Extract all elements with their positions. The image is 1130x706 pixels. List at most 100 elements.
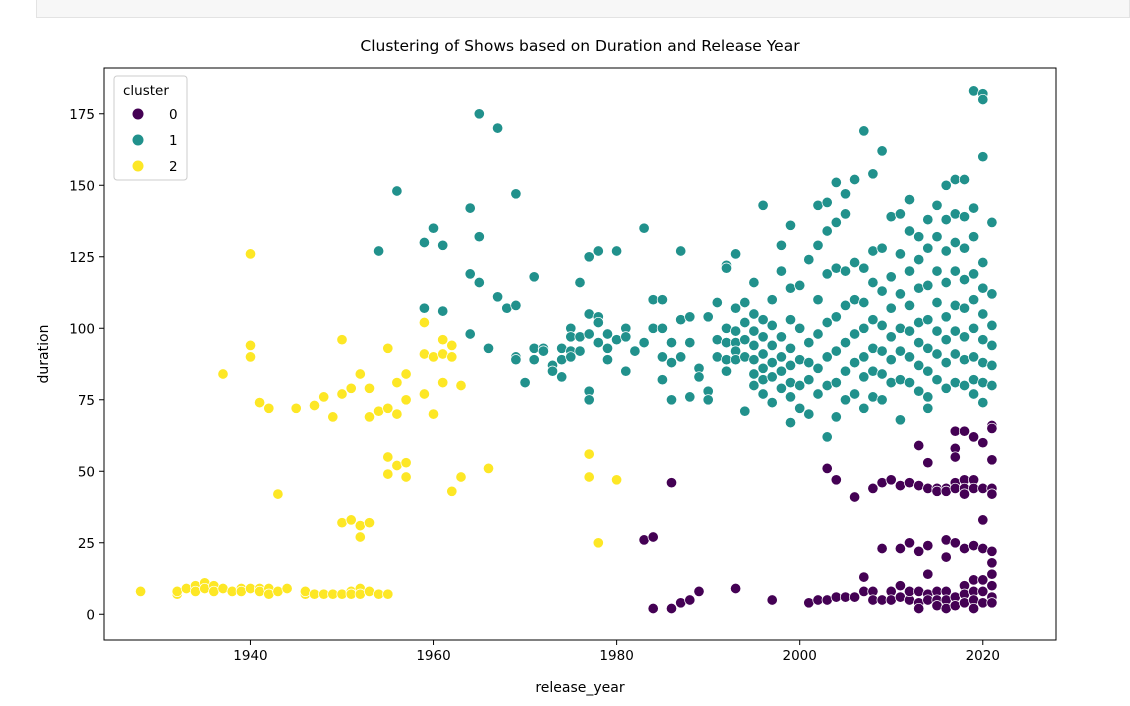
point-cluster-1	[940, 357, 952, 369]
point-cluster-1	[830, 377, 842, 389]
point-cluster-1	[931, 199, 943, 211]
point-cluster-2	[373, 588, 385, 600]
point-cluster-1	[812, 239, 824, 251]
point-cluster-1	[601, 342, 614, 354]
point-cluster-0	[730, 582, 742, 595]
point-cluster-1	[986, 379, 998, 392]
point-cluster-1	[427, 222, 440, 234]
point-cluster-0	[922, 457, 934, 469]
point-cluster-1	[757, 388, 769, 400]
point-cluster-1	[830, 345, 842, 357]
point-cluster-2	[217, 368, 229, 380]
point-cluster-1	[839, 208, 852, 220]
point-cluster-0	[977, 574, 989, 586]
point-cluster-1	[711, 334, 723, 346]
point-cluster-1	[638, 337, 650, 349]
point-cluster-1	[784, 377, 797, 389]
point-cluster-1	[821, 225, 833, 237]
point-cluster-1	[803, 408, 815, 420]
point-cluster-2	[308, 399, 321, 412]
point-cluster-1	[839, 365, 852, 377]
y-tick-label: 175	[69, 107, 95, 123]
y-tick-label: 125	[69, 250, 95, 266]
point-cluster-1	[940, 382, 952, 394]
point-cluster-1	[858, 296, 870, 309]
point-cluster-1	[977, 93, 989, 106]
point-cluster-1	[784, 219, 797, 231]
y-tick-label: 25	[78, 536, 95, 552]
point-cluster-1	[830, 176, 842, 188]
point-cluster-1	[839, 394, 852, 406]
point-cluster-1	[821, 351, 833, 363]
point-cluster-1	[391, 185, 403, 197]
point-cluster-1	[849, 294, 861, 306]
point-cluster-1	[537, 345, 549, 357]
point-cluster-1	[656, 294, 668, 306]
point-cluster-2	[354, 520, 366, 532]
point-cluster-1	[565, 351, 577, 363]
point-cluster-1	[876, 319, 888, 331]
point-cluster-0	[885, 594, 897, 606]
point-cluster-1	[821, 431, 833, 443]
point-cluster-1	[766, 339, 778, 351]
point-cluster-1	[968, 351, 980, 363]
point-cluster-1	[903, 225, 916, 237]
point-cluster-2	[611, 474, 623, 486]
legend-marker-0	[132, 108, 144, 120]
point-cluster-1	[949, 377, 961, 389]
point-cluster-0	[867, 594, 879, 606]
point-cluster-0	[949, 482, 961, 494]
point-cluster-1	[812, 388, 824, 400]
point-cluster-0	[903, 585, 916, 597]
point-cluster-1	[656, 374, 668, 386]
point-cluster-1	[510, 299, 522, 311]
point-cluster-0	[766, 594, 778, 606]
point-cluster-1	[803, 374, 815, 386]
point-cluster-1	[830, 411, 842, 423]
point-cluster-1	[766, 294, 778, 306]
point-cluster-1	[418, 302, 430, 314]
point-cluster-1	[931, 348, 943, 360]
point-cluster-1	[601, 328, 614, 340]
point-cluster-1	[748, 276, 760, 289]
point-cluster-0	[922, 594, 934, 606]
x-axis-ticks: 1940 1960 1980 2000 2020	[233, 640, 1000, 664]
point-cluster-2	[281, 582, 293, 595]
point-cluster-0	[922, 568, 934, 580]
x-axis-label: release_year	[535, 680, 625, 696]
point-cluster-0	[830, 591, 842, 603]
point-cluster-2	[217, 582, 229, 595]
point-cluster-1	[977, 397, 989, 409]
point-cluster-1	[748, 379, 760, 392]
point-cluster-1	[812, 362, 824, 374]
point-cluster-2	[327, 411, 339, 423]
point-cluster-2	[290, 402, 302, 414]
point-cluster-1	[849, 357, 861, 369]
point-cluster-1	[748, 354, 760, 366]
point-cluster-1	[702, 311, 714, 323]
point-cluster-1	[784, 314, 797, 326]
point-cluster-2	[418, 388, 430, 400]
data-points	[135, 85, 998, 615]
plot-area-frame	[103, 67, 1057, 641]
point-cluster-1	[931, 231, 943, 243]
point-cluster-1	[894, 248, 906, 260]
point-cluster-1	[821, 316, 833, 329]
point-cluster-1	[858, 402, 870, 414]
point-cluster-2	[418, 316, 430, 329]
point-cluster-2	[336, 517, 348, 529]
point-cluster-1	[437, 305, 449, 317]
point-cluster-0	[949, 425, 961, 437]
point-cluster-1	[858, 322, 870, 334]
y-tick-label: 100	[69, 321, 95, 337]
y-axis-label: duration	[36, 325, 52, 384]
point-cluster-2	[400, 368, 412, 380]
point-cluster-1	[574, 276, 586, 289]
y-axis-ticks: 0 25 50 75 100 125 150 175	[69, 107, 104, 623]
point-cluster-1	[986, 288, 998, 300]
point-cluster-1	[958, 379, 971, 392]
point-cluster-1	[931, 374, 943, 386]
point-cluster-1	[748, 368, 760, 380]
point-cluster-0	[986, 568, 998, 580]
